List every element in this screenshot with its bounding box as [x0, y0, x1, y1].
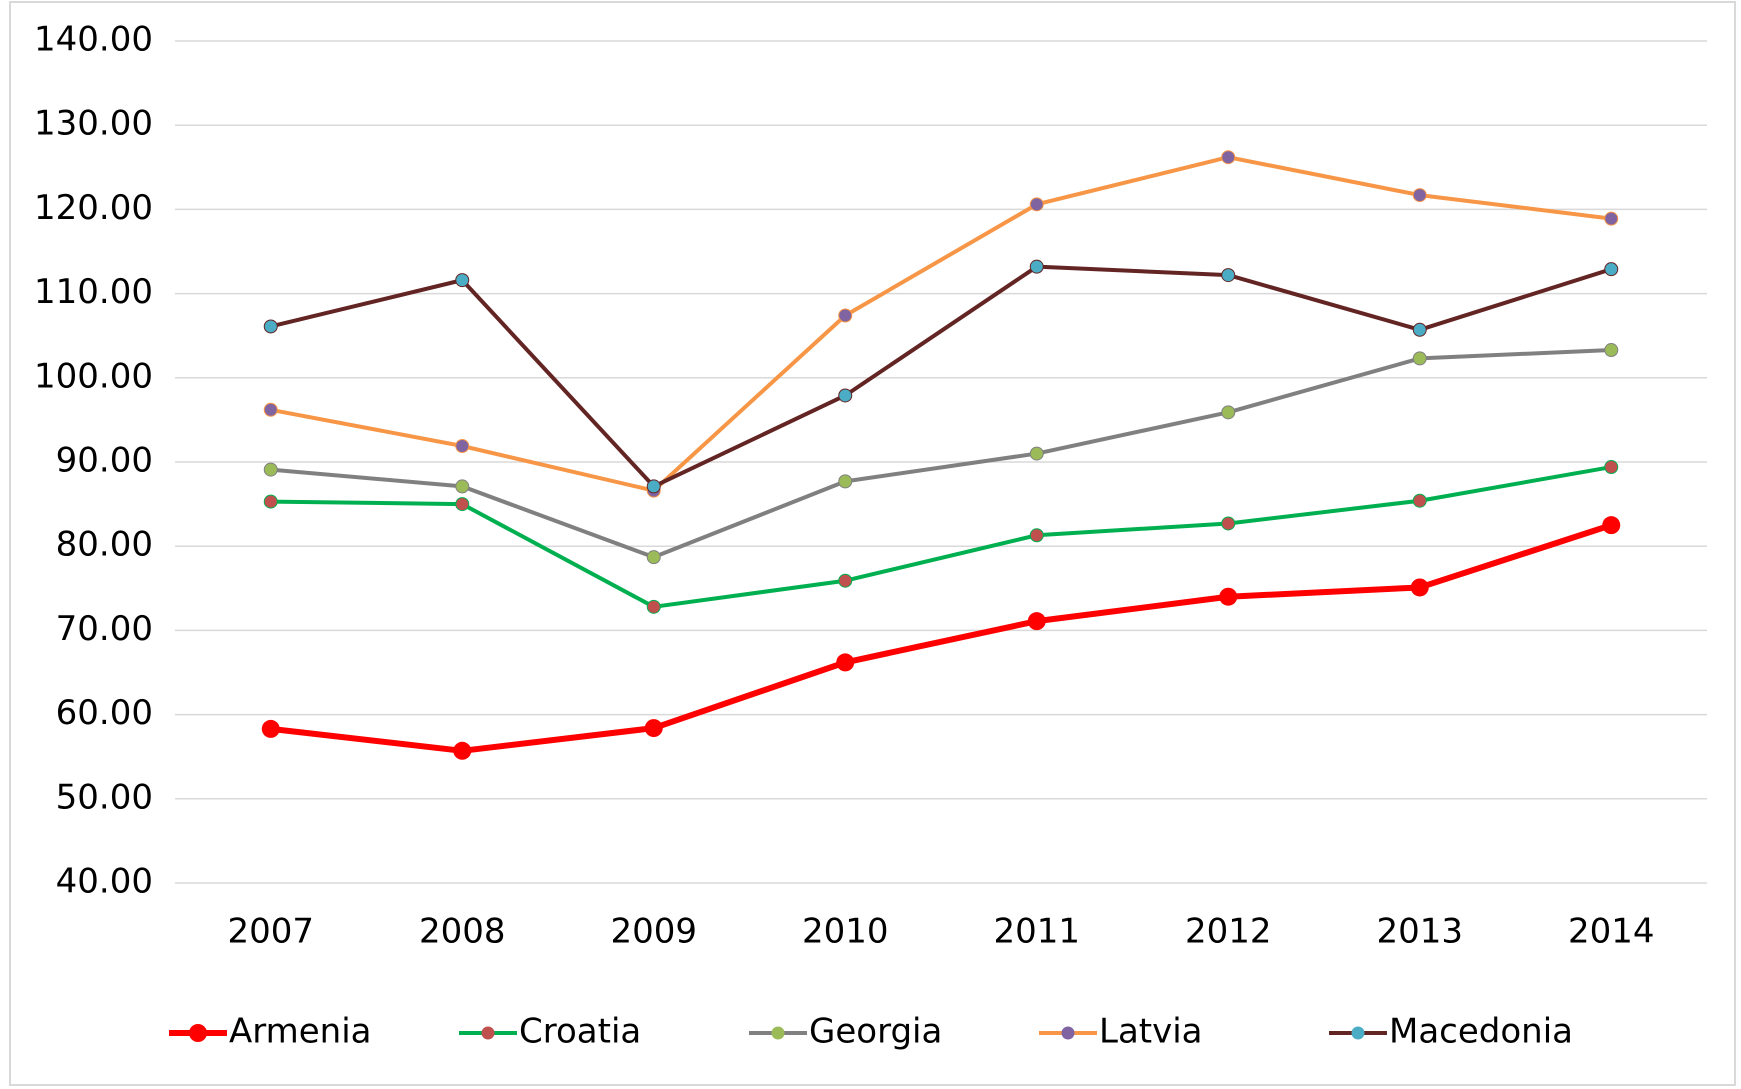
data-point — [1029, 259, 1044, 274]
y-tick-label: 120.00 — [34, 188, 153, 228]
data-point — [1604, 211, 1619, 226]
data-point — [1412, 188, 1427, 203]
data-point — [1410, 578, 1429, 597]
data-point — [1221, 516, 1236, 531]
data-point — [646, 599, 661, 614]
data-point — [453, 741, 472, 760]
legend-marker — [1061, 1026, 1075, 1040]
data-point — [1029, 446, 1044, 461]
data-point — [1604, 262, 1619, 277]
y-tick-label: 110.00 — [34, 272, 153, 312]
data-point — [455, 479, 470, 494]
series-line — [270, 264, 1612, 489]
data-point — [263, 494, 278, 509]
x-tick-label: 2012 — [1185, 912, 1272, 952]
y-tick-label: 40.00 — [56, 862, 153, 902]
data-point — [838, 573, 853, 588]
x-tick-label: 2011 — [993, 912, 1080, 952]
chart-border — [9, 1, 1736, 1086]
legend-label: Armenia — [229, 1012, 372, 1052]
data-point — [838, 474, 853, 489]
y-tick-label: 50.00 — [56, 777, 153, 817]
data-point — [838, 388, 853, 403]
data-point — [1029, 528, 1044, 543]
data-point — [1604, 460, 1619, 475]
data-point — [263, 402, 278, 417]
data-point — [1412, 493, 1427, 508]
data-point — [1412, 351, 1427, 366]
data-point — [1221, 405, 1236, 420]
data-point — [261, 719, 280, 738]
data-point — [646, 479, 661, 494]
data-point — [836, 653, 855, 672]
data-point — [455, 273, 470, 288]
data-point — [1412, 322, 1427, 337]
legend-marker — [189, 1024, 207, 1042]
data-point — [263, 462, 278, 477]
y-tick-label: 90.00 — [56, 441, 153, 481]
y-tick-label: 130.00 — [34, 104, 153, 144]
y-tick-label: 140.00 — [34, 20, 153, 60]
x-tick-label: 2010 — [802, 912, 889, 952]
legend-marker — [1351, 1026, 1365, 1040]
legend-label: Latvia — [1099, 1012, 1203, 1052]
legend-label: Croatia — [519, 1012, 641, 1052]
legend-marker — [481, 1026, 495, 1040]
series-line — [270, 348, 1612, 560]
data-point — [455, 497, 470, 512]
y-tick-label: 80.00 — [56, 525, 153, 565]
data-point — [1604, 343, 1619, 358]
data-point — [455, 439, 470, 454]
x-tick-label: 2009 — [610, 912, 697, 952]
y-tick-label: 60.00 — [56, 693, 153, 733]
x-tick-label: 2013 — [1376, 912, 1463, 952]
series-line — [270, 522, 1613, 754]
y-tick-label: 100.00 — [34, 356, 153, 396]
series-line — [270, 465, 1612, 609]
data-point — [1219, 587, 1238, 606]
data-point — [838, 308, 853, 323]
data-point — [646, 550, 661, 565]
data-point — [1029, 197, 1044, 212]
x-tick-label: 2014 — [1568, 912, 1655, 952]
x-tick-label: 2007 — [227, 912, 314, 952]
data-point — [644, 719, 663, 738]
y-tick-label: 70.00 — [56, 609, 153, 649]
data-point — [1602, 516, 1621, 535]
data-point — [263, 319, 278, 334]
legend-label: Macedonia — [1389, 1012, 1573, 1052]
data-point — [1221, 150, 1236, 165]
data-point — [1027, 612, 1046, 631]
series-line — [270, 155, 1612, 493]
legend-label: Georgia — [809, 1012, 942, 1052]
data-point — [1221, 268, 1236, 283]
x-tick-label: 2008 — [419, 912, 506, 952]
legend-marker — [771, 1026, 785, 1040]
